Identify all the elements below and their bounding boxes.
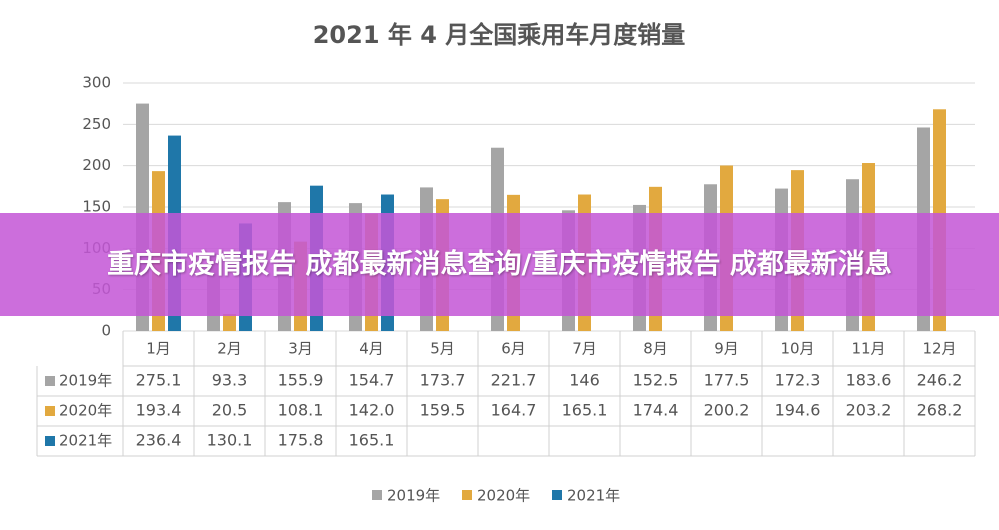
x-tick-label: 3月 bbox=[288, 340, 313, 358]
y-tick-label: 300 bbox=[82, 74, 111, 92]
legend-swatch bbox=[45, 376, 55, 386]
table-value: 159.5 bbox=[420, 401, 466, 420]
x-tick-label: 10月 bbox=[780, 340, 814, 358]
table-value: 93.3 bbox=[212, 371, 248, 390]
table-value: 268.2 bbox=[917, 401, 963, 420]
x-tick-label: 11月 bbox=[851, 340, 885, 358]
x-tick-label: 6月 bbox=[501, 340, 526, 358]
y-tick-label: 200 bbox=[82, 156, 111, 174]
legend-swatch bbox=[45, 406, 55, 416]
chart-title: 2021 年 4 月全国乘用车月度销量 bbox=[313, 21, 686, 49]
banner-text: 重庆市疫情报告 成都最新消息查询/重庆市疫情报告 成都最新消息 bbox=[107, 248, 892, 280]
x-tick-label: 7月 bbox=[572, 340, 597, 358]
table-value: 165.1 bbox=[562, 401, 608, 420]
table-value: 174.4 bbox=[633, 401, 679, 420]
table-value: 154.7 bbox=[349, 371, 395, 390]
table-value: 172.3 bbox=[775, 371, 821, 390]
table-value: 246.2 bbox=[917, 371, 963, 390]
table-value: 221.7 bbox=[491, 371, 537, 390]
x-tick-label: 12月 bbox=[922, 340, 956, 358]
legend-swatch bbox=[45, 436, 55, 446]
x-tick-label: 2月 bbox=[217, 340, 242, 358]
table-value: 236.4 bbox=[136, 431, 182, 450]
legend-swatch bbox=[462, 490, 472, 500]
legend-label: 2020年 bbox=[477, 487, 530, 505]
table-series-label: 2019年 bbox=[59, 372, 112, 390]
x-tick-label: 1月 bbox=[146, 340, 171, 358]
legend-label: 2021年 bbox=[567, 487, 620, 505]
table-value: 175.8 bbox=[278, 431, 324, 450]
table-value: 173.7 bbox=[420, 371, 466, 390]
legend-swatch bbox=[552, 490, 562, 500]
legend-swatch bbox=[372, 490, 382, 500]
table-value: 165.1 bbox=[349, 431, 395, 450]
table-value: 20.5 bbox=[212, 401, 248, 420]
legend-label: 2019年 bbox=[387, 487, 440, 505]
y-tick-label: 150 bbox=[82, 198, 111, 216]
table-series-label: 2020年 bbox=[59, 402, 112, 420]
banner: 重庆市疫情报告 成都最新消息查询/重庆市疫情报告 成都最新消息 bbox=[0, 213, 999, 316]
table-value: 183.6 bbox=[846, 371, 892, 390]
table-value: 200.2 bbox=[704, 401, 750, 420]
table-value: 130.1 bbox=[207, 431, 253, 450]
x-tick-label: 4月 bbox=[359, 340, 384, 358]
x-tick-label: 8月 bbox=[643, 340, 668, 358]
table-value: 275.1 bbox=[136, 371, 182, 390]
x-tick-label: 9月 bbox=[714, 340, 739, 358]
y-tick-label: 250 bbox=[82, 115, 111, 133]
table-value: 152.5 bbox=[633, 371, 679, 390]
table-value: 155.9 bbox=[278, 371, 324, 390]
table-value: 193.4 bbox=[136, 401, 182, 420]
table-value: 146 bbox=[569, 371, 600, 390]
table-value: 164.7 bbox=[491, 401, 537, 420]
table-value: 108.1 bbox=[278, 401, 324, 420]
x-tick-label: 5月 bbox=[430, 340, 455, 358]
table-value: 194.6 bbox=[775, 401, 821, 420]
bar bbox=[223, 314, 236, 331]
table-series-label: 2021年 bbox=[59, 432, 112, 450]
table-value: 203.2 bbox=[846, 401, 892, 420]
table-value: 177.5 bbox=[704, 371, 750, 390]
y-tick-label: 0 bbox=[101, 322, 111, 340]
table-value: 142.0 bbox=[349, 401, 395, 420]
